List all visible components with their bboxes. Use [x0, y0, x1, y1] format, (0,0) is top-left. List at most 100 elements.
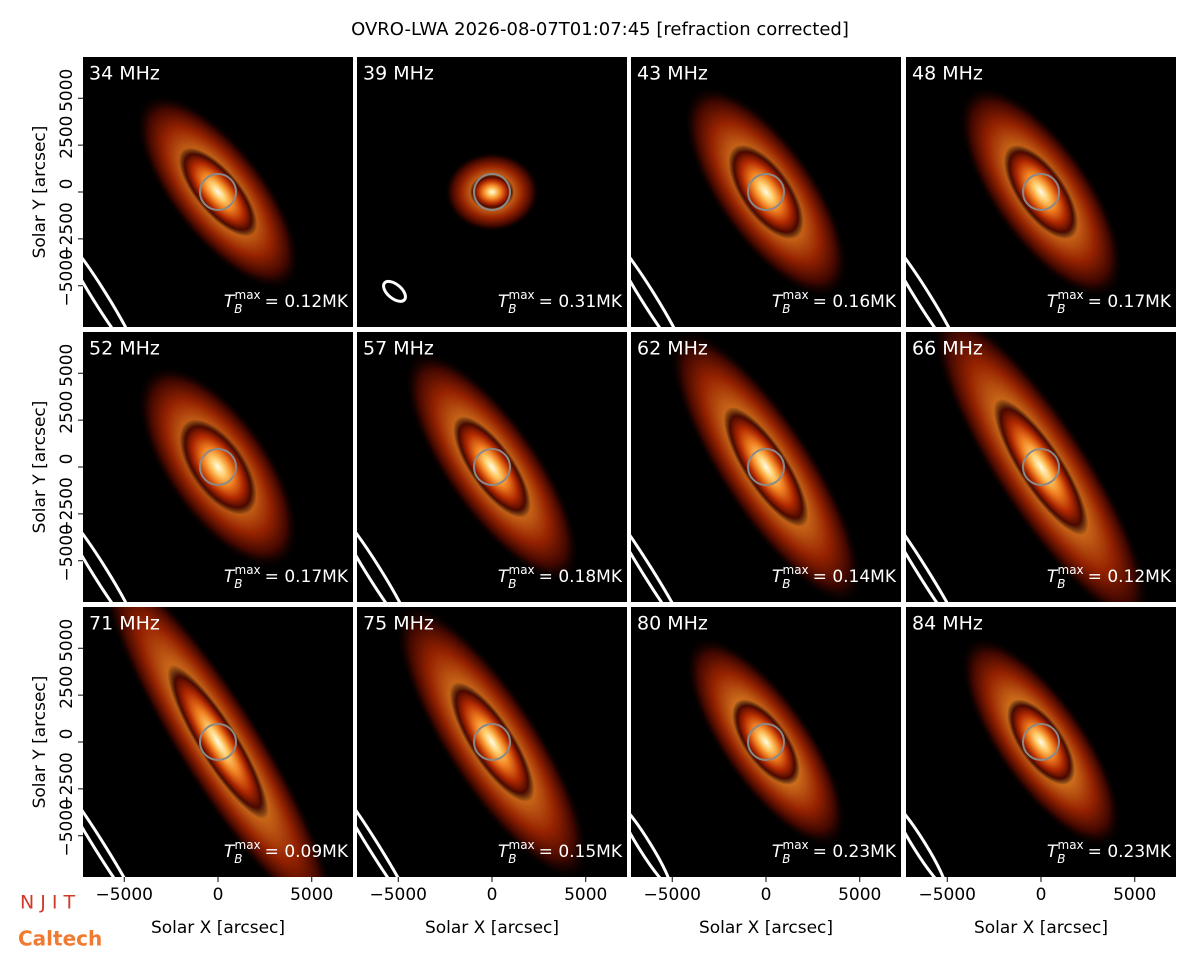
annotation-symbol: T	[224, 842, 236, 862]
annotation-sup: max	[783, 563, 809, 577]
annotation-text: = 0.31MK	[539, 292, 623, 312]
annotation-sub: B	[508, 302, 516, 316]
image	[83, 93, 301, 327]
annotation: TBmax = 0.14MK	[772, 563, 897, 591]
x-axis-label: Solar X [arcsec]	[699, 918, 833, 938]
annotation-text: = 0.16MK	[813, 292, 897, 312]
y-tick-label: −2500	[57, 477, 77, 535]
annotation: TBmax = 0.31MK	[498, 288, 623, 316]
solar-disk	[1022, 448, 1060, 486]
solar-disk	[747, 173, 785, 211]
y-tick-label: 2500	[57, 665, 77, 708]
y-tick-label: −2500	[57, 202, 77, 260]
beam	[83, 781, 142, 877]
annotation-sup: max	[509, 563, 535, 577]
panel: 39 MHz TBmax = 0.31MK	[357, 57, 627, 327]
y-tick-label: 0	[57, 729, 77, 740]
annotation-sup: max	[509, 288, 535, 302]
solar-disk	[747, 723, 785, 761]
annotation-sub: B	[508, 852, 516, 866]
emission	[470, 174, 514, 210]
beam	[906, 509, 963, 602]
solar-disk	[199, 173, 237, 211]
beam	[83, 511, 139, 602]
beam	[631, 236, 687, 327]
y-tick-label: −2500	[57, 752, 77, 810]
y-tick-label: 2500	[57, 115, 77, 158]
annotation: TBmax = 0.15MK	[498, 838, 623, 866]
emission	[723, 407, 809, 527]
emission	[178, 147, 258, 237]
annotation-text: = 0.14MK	[813, 567, 897, 587]
emission	[167, 664, 269, 820]
annotation-sub: B	[1057, 852, 1065, 866]
annotation-text: = 0.15MK	[539, 842, 623, 862]
beam	[357, 511, 413, 602]
solar-disk	[473, 173, 511, 211]
emission	[1003, 144, 1079, 240]
annotation-text: = 0.12MK	[265, 292, 349, 312]
annotation-text: = 0.17MK	[265, 567, 349, 587]
x-tick-label: 0	[487, 885, 498, 905]
panel-title: 39 MHz	[363, 63, 434, 85]
panel-title: 43 MHz	[637, 63, 708, 85]
x-axis-label: Solar X [arcsec]	[425, 918, 559, 938]
image	[83, 607, 337, 877]
y-tick-label: 5000	[57, 69, 77, 112]
y-axis-label: Solar Y [arcsec]	[30, 676, 50, 809]
annotation-symbol: T	[772, 292, 784, 312]
x-axis-label: Solar X [arcsec]	[974, 918, 1108, 938]
image	[83, 365, 299, 602]
solar-disk	[199, 723, 237, 761]
annotation-symbol: T	[772, 842, 784, 862]
y-tick-label: −5000	[57, 799, 77, 857]
panel: 48 MHz TBmax = 0.17MK	[906, 57, 1176, 327]
x-tick-label: −5000	[918, 885, 976, 905]
emission	[1007, 699, 1075, 785]
x-tick-label: 5000	[838, 885, 881, 905]
solar-disk	[199, 448, 237, 486]
panel: 34 MHz TBmax = 0.12MK −5000−2500 0 2500 5000 So…	[30, 57, 353, 327]
x-axis-label: Solar X [arcsec]	[151, 918, 285, 938]
image	[382, 152, 540, 303]
annotation-sup: max	[1058, 563, 1084, 577]
panel-title: 66 MHz	[912, 338, 983, 360]
emission	[449, 682, 535, 802]
solar-disk	[473, 448, 511, 486]
emission	[993, 398, 1089, 536]
annotation-sub: B	[234, 577, 242, 591]
annotation-sub: B	[782, 577, 790, 591]
annotation: TBmax = 0.23MK	[1047, 838, 1172, 866]
panel: 66 MHz TBmax = 0.12MK	[906, 332, 1176, 602]
beam	[631, 802, 672, 877]
solar-disk	[747, 448, 785, 486]
image	[906, 636, 1122, 877]
annotation-sub: B	[234, 302, 242, 316]
emission	[728, 144, 804, 240]
panel: 52 MHz TBmax = 0.17MK −5000−2500 0 2500 5000 So…	[30, 332, 353, 602]
annotation-symbol: T	[224, 292, 236, 312]
y-axis-label: Solar Y [arcsec]	[30, 126, 50, 259]
x-tick-label: 0	[761, 885, 772, 905]
annotation-text: = 0.23MK	[813, 842, 897, 862]
beam	[631, 509, 688, 602]
beam	[906, 236, 962, 327]
x-tick-label: 0	[1036, 885, 1047, 905]
image	[906, 332, 1151, 602]
annotation: TBmax = 0.17MK	[1047, 288, 1172, 316]
annotation-sup: max	[235, 838, 261, 852]
annotation-symbol: T	[1047, 292, 1059, 312]
beam	[357, 784, 414, 877]
annotation-sub: B	[234, 852, 242, 866]
annotation-symbol: T	[1047, 842, 1059, 862]
emission	[453, 416, 531, 518]
annotation-sup: max	[509, 838, 535, 852]
annotation-symbol: T	[772, 567, 784, 587]
annotation-sup: max	[235, 563, 261, 577]
figure-title: OVRO-LWA 2026-08-07T01:07:45 [refraction…	[351, 19, 849, 40]
y-tick-label: −5000	[57, 249, 77, 307]
annotation-sub: B	[508, 577, 516, 591]
